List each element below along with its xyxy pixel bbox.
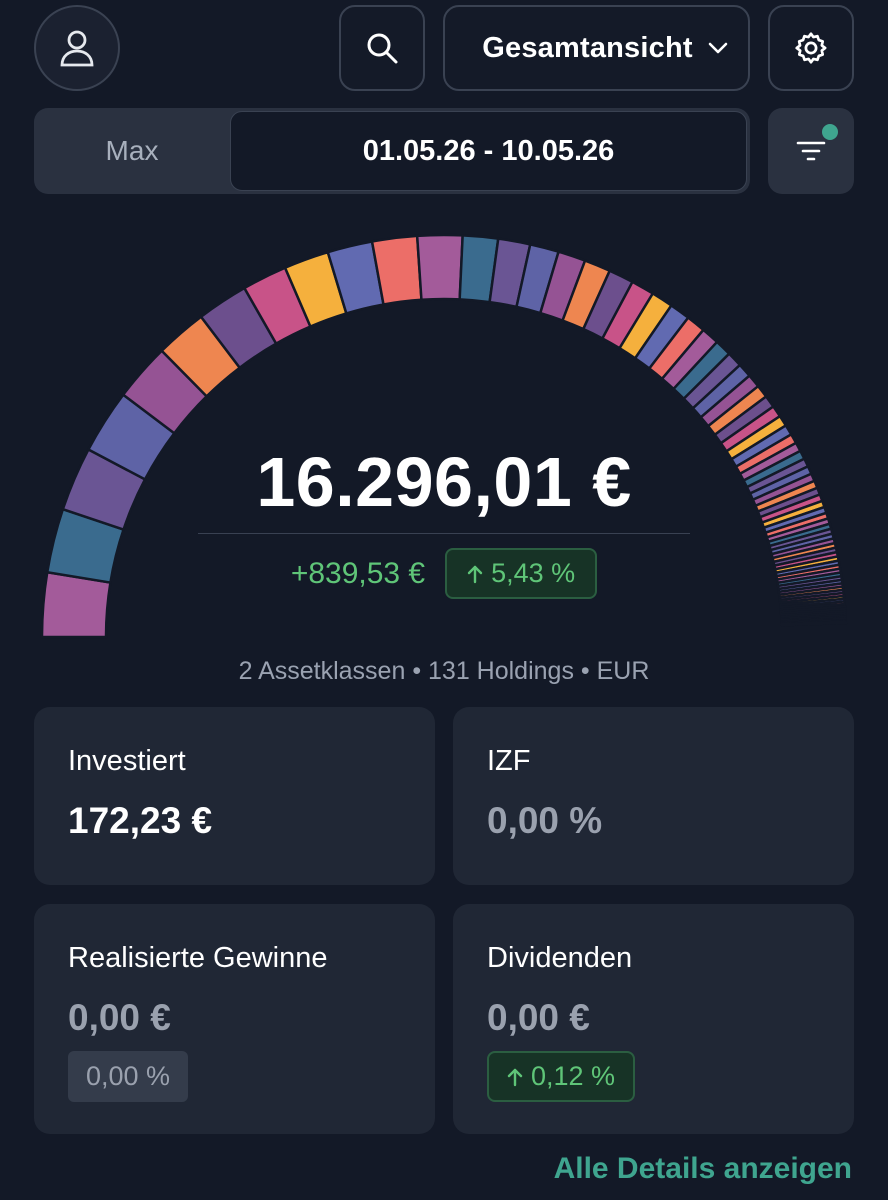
card-realized-gains[interactable]: Realisierte Gewinne 0,00 € 0,00 % xyxy=(34,904,435,1134)
gauge-segment xyxy=(415,233,464,302)
card-title: Dividenden xyxy=(487,942,633,974)
range-date-tab[interactable]: 01.05.26 - 10.05.26 xyxy=(230,111,747,191)
card-value: 172,23 € xyxy=(68,800,213,841)
card-title: Realisierte Gewinne xyxy=(68,942,328,974)
filter-icon xyxy=(796,141,826,161)
portfolio-total: 16.296,01 € xyxy=(256,443,632,521)
dividend-percent-badge: 0,12 % xyxy=(487,1051,636,1102)
view-select[interactable]: Gesamtansicht xyxy=(443,5,750,91)
dividend-percent: 0,12 % xyxy=(531,1061,616,1091)
filter-active-dot xyxy=(822,124,838,140)
card-dividends[interactable]: Dividenden 0,00 € 0,12 % xyxy=(453,904,854,1134)
card-invested[interactable]: Investiert 172,23 € xyxy=(34,707,435,885)
all-details-link[interactable]: Alle Details anzeigen xyxy=(553,1152,852,1185)
change-row: +839,53 € 5,43 % xyxy=(0,548,888,599)
change-absolute: +839,53 € xyxy=(290,556,426,590)
realized-percent-badge: 0,00 % xyxy=(68,1051,189,1102)
card-value: 0,00 € xyxy=(68,997,171,1038)
search-icon xyxy=(367,33,398,64)
change-percent-badge: 5,43 % xyxy=(445,548,598,599)
card-value: 0,00 % xyxy=(487,800,603,841)
card-title: IZF xyxy=(487,745,531,777)
card-value: 0,00 € xyxy=(487,997,590,1038)
filter-button[interactable] xyxy=(768,108,854,194)
gear-icon xyxy=(795,32,827,64)
divider xyxy=(198,533,690,534)
portfolio-meta: 2 Assetklassen • 131 Holdings • EUR xyxy=(238,657,650,685)
profile-button[interactable] xyxy=(34,5,120,91)
arrow-up-icon xyxy=(467,565,483,583)
card-izf[interactable]: IZF 0,00 % xyxy=(453,707,854,885)
arrow-up-icon xyxy=(507,1068,523,1086)
card-title: Investiert xyxy=(68,745,186,777)
allocation-gauge xyxy=(40,233,848,639)
view-select-label: Gesamtansicht xyxy=(482,31,693,64)
gauge-segment xyxy=(780,620,848,627)
chevron-down-icon xyxy=(708,42,728,54)
range-max-tab[interactable]: Max xyxy=(105,135,159,166)
user-icon xyxy=(60,30,94,67)
settings-button[interactable] xyxy=(768,5,854,91)
change-percent: 5,43 % xyxy=(491,558,576,588)
search-button[interactable] xyxy=(339,5,425,91)
range-selector: Max 01.05.26 - 10.05.26 xyxy=(34,108,750,194)
